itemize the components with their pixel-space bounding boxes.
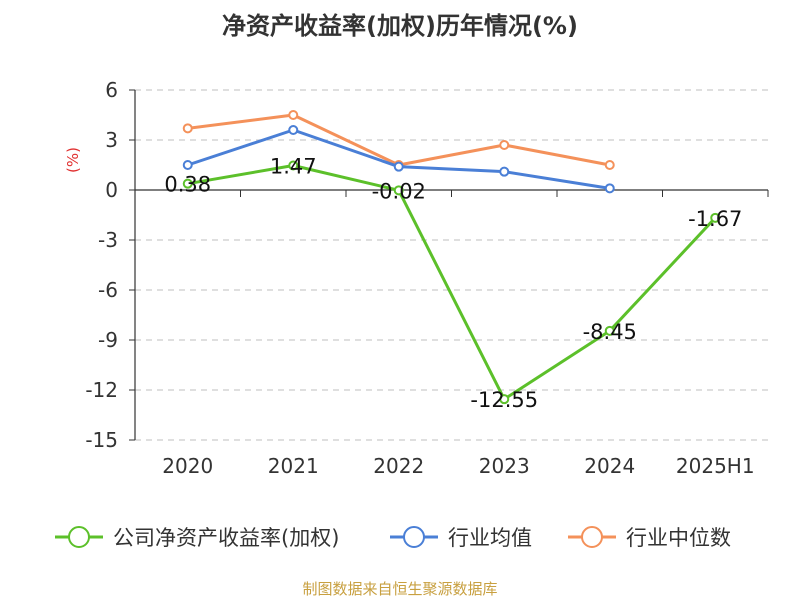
legend: 公司净资产收益率(加权) 行业均值 行业中位数: [55, 526, 731, 550]
data-label: 1.47: [270, 155, 317, 179]
data-label: -1.67: [688, 207, 742, 231]
data-point: [182, 178, 193, 189]
data-point: [499, 140, 510, 150]
y-tick-label: 6: [105, 78, 118, 102]
y-tick-label: -6: [98, 278, 118, 302]
data-point: [182, 160, 193, 170]
data-point: [499, 394, 510, 405]
data-point: [288, 125, 299, 135]
data-point: [604, 183, 615, 194]
x-tick-label: 2023: [479, 454, 530, 478]
x-tick-label: 2024: [584, 454, 635, 478]
data-label: -12.55: [470, 388, 538, 412]
y-tick-label: 3: [105, 128, 118, 152]
axes: 6 3 0 -3 -6 -9 -12 -15 2020 2021 2022 2023 2024 2025H…: [64, 78, 769, 478]
data-point: [710, 212, 721, 223]
x-tick-label: 2022: [373, 454, 424, 478]
legend-label: 行业均值: [448, 526, 532, 550]
legend-marker: [581, 526, 603, 548]
x-tick-label: 2020: [162, 454, 213, 478]
data-label: 0.38: [164, 173, 211, 197]
y-axis-label: (%): [64, 147, 82, 173]
data-label: -0.02: [372, 179, 426, 203]
y-tick-label: -3: [98, 228, 118, 252]
data-label: -8.45: [583, 320, 637, 344]
legend-label: 行业中位数: [626, 526, 731, 550]
data-point: [604, 160, 615, 170]
data-point: [393, 185, 404, 196]
y-tick-label: -15: [85, 428, 118, 452]
series-line: [187, 164, 717, 401]
data-point: [604, 325, 615, 336]
chart-title: 净资产收益率(加权)历年情况(%): [222, 12, 578, 40]
legend-label: 公司净资产收益率(加权): [113, 526, 339, 550]
data-point: [499, 166, 510, 177]
y-tick-label: -9: [98, 328, 118, 352]
x-tick-label: 2025H1: [676, 454, 755, 478]
data-point: [288, 160, 299, 171]
series-lines: [182, 110, 721, 405]
data-point: [393, 161, 404, 172]
legend-marker: [68, 526, 90, 548]
source-note: 制图数据来自恒生聚源数据库: [302, 580, 498, 598]
data-point: [182, 123, 193, 134]
y-tick-label: -12: [85, 378, 118, 402]
y-tick-label: 0: [105, 178, 118, 202]
x-tick-label: 2021: [268, 454, 319, 478]
legend-marker: [403, 526, 425, 548]
data-labels: 0.38 1.47 -0.02 -12.55 -8.45 -1.67: [164, 155, 742, 413]
data-point: [288, 110, 299, 120]
